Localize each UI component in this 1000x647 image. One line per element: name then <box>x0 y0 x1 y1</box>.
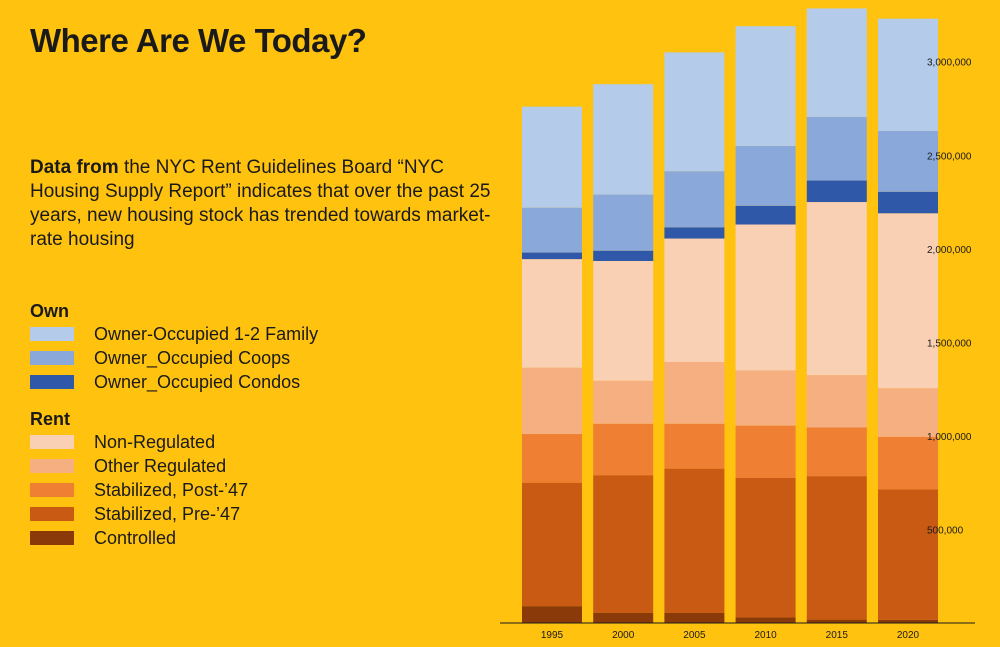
description: Data from the NYC Rent Guidelines Board … <box>30 156 500 252</box>
y-tick-label: 1,000,000 <box>927 432 972 443</box>
legend-label: Owner_Occupied Coops <box>94 347 291 368</box>
y-tick-label: 3,000,000 <box>927 58 972 69</box>
legend-item-owner-1-2-family: Owner-Occupied 1-2 Family <box>30 322 470 346</box>
y-tick-label: 2,500,000 <box>927 151 972 162</box>
bar-segment <box>806 619 867 623</box>
description-bold: Data from <box>30 157 119 178</box>
bar-segment <box>878 489 938 620</box>
legend-label: Non-Regulated <box>94 431 216 452</box>
bar-segment <box>735 425 796 479</box>
legend-label: Controlled <box>94 527 177 548</box>
legend-swatch <box>30 351 74 365</box>
x-tick-label: 2005 <box>683 630 706 641</box>
bar-segment <box>593 260 654 381</box>
bar-segment <box>593 250 654 261</box>
bar-segment <box>806 427 867 477</box>
x-tick-label: 2015 <box>826 630 849 641</box>
bar-segment <box>522 207 582 253</box>
bar-segment <box>806 375 867 428</box>
bar-segment <box>878 436 938 490</box>
bar-segment <box>878 130 938 192</box>
bar-segment <box>522 606 582 623</box>
bar-segment <box>522 106 582 208</box>
bar-segment <box>664 171 725 228</box>
legend-swatch <box>30 375 74 389</box>
bar-segment <box>878 191 938 214</box>
bar-segment <box>735 370 796 426</box>
bar-segment <box>664 468 725 613</box>
bar-segment <box>735 145 796 206</box>
bar-segment <box>806 180 867 203</box>
legend-swatch <box>30 459 74 473</box>
bar-segment <box>735 205 796 225</box>
bar-segment <box>878 619 938 623</box>
bar-segment <box>664 612 725 623</box>
legend-item-stabilized-post47: Stabilized, Post-’47 <box>30 478 470 502</box>
legend-item-owner-condos: Owner_Occupied Condos <box>30 370 470 394</box>
legend-label: Owner_Occupied Condos <box>94 371 301 392</box>
bar-segment <box>735 478 796 618</box>
bar-segment <box>664 238 725 363</box>
legend-item-owner-coops: Owner_Occupied Coops <box>30 346 470 370</box>
legend-swatch <box>30 327 74 341</box>
bar-segment <box>593 194 654 251</box>
bar-segment <box>664 227 725 239</box>
bar-segment <box>806 202 867 376</box>
legend-item-non-regulated: Non-Regulated <box>30 430 470 454</box>
bar-segment <box>735 617 796 623</box>
bar-segment <box>522 482 582 607</box>
bar-segment <box>593 380 654 424</box>
legend-item-other-regulated: Other Regulated <box>30 454 470 478</box>
bar-segment <box>522 259 582 368</box>
bar-segment <box>735 26 796 146</box>
bar-segment <box>664 362 725 424</box>
legend-item-controlled: Controlled <box>30 526 470 550</box>
legend-rent-title: Rent <box>30 409 70 429</box>
bar-segment <box>593 612 654 623</box>
legend-own-title: Own <box>30 301 69 321</box>
legend-label: Other Regulated <box>94 455 227 476</box>
bar-segment <box>522 252 582 260</box>
bar-segment <box>806 476 867 620</box>
bar-segment <box>593 84 654 195</box>
x-tick-label: 2010 <box>754 630 777 641</box>
legend-swatch <box>30 507 74 521</box>
page-title: Where Are We Today? <box>30 22 367 59</box>
legend-item-stabilized-pre47: Stabilized, Pre-’47 <box>30 502 470 526</box>
legend-swatch <box>30 435 74 449</box>
y-tick-label: 2,000,000 <box>927 245 972 256</box>
bar-segment <box>806 116 867 181</box>
legend-label: Owner-Occupied 1-2 Family <box>94 323 319 344</box>
y-tick-label: 500,000 <box>927 525 964 536</box>
legend-swatch <box>30 483 74 497</box>
bar-segment <box>878 388 938 437</box>
bar-segment <box>664 423 725 469</box>
bar-segment <box>878 18 938 131</box>
x-tick-label: 1995 <box>541 630 564 641</box>
bar-segment <box>522 367 582 435</box>
bar-segment <box>664 52 725 172</box>
bar-segment <box>593 423 654 476</box>
legend-swatch <box>30 531 74 545</box>
bar-segment <box>878 213 938 389</box>
x-tick-label: 2000 <box>612 630 635 641</box>
legend-label: Stabilized, Post-’47 <box>94 479 249 500</box>
x-tick-label: 2020 <box>897 630 920 641</box>
bar-segment <box>522 434 582 483</box>
legend: Own Owner-Occupied 1-2 Family Owner_Occu… <box>30 300 470 550</box>
description-text: the NYC Rent Guidelines Board “NYC Housi… <box>30 157 491 250</box>
bar-segment <box>593 475 654 613</box>
y-tick-label: 1,500,000 <box>927 338 972 349</box>
legend-label: Stabilized, Pre-’47 <box>94 503 241 524</box>
bar-segment <box>735 224 796 371</box>
bar-segment <box>806 8 867 117</box>
